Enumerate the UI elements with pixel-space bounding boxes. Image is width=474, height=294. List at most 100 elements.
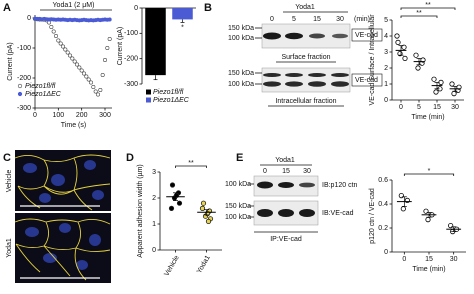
data-point [53,33,58,38]
treatment-label: Yoda1 [295,4,315,11]
y-tick-label: -300 [17,105,31,112]
data-point [89,80,94,85]
data-point [65,50,70,55]
data-point [395,39,401,46]
panel-label: B [204,2,212,14]
y-tick-label: 0 [27,15,31,22]
significance: ** [416,10,422,17]
significance-bracket [403,173,455,176]
data-point [103,57,108,62]
x-tick-label: 30 [451,104,459,111]
data-point [77,65,82,70]
data-point [415,65,421,71]
marker-label: 100 kDa [225,181,251,188]
y-tick-label: -300 [124,81,138,88]
marker-label: 100 kDa [228,35,254,42]
y-tick-label: 0.4 [378,201,388,208]
x-tick-label: 200 [76,112,88,119]
legend-label: Piezo1fl/fl [153,89,184,96]
blot-bands [257,181,315,189]
image-panel-c: Vehicle Yoda1 [6,150,111,283]
fraction-label: Surface fraction [281,54,330,61]
chart-title: Yoda1 (2 μM) [53,2,95,9]
x-tick-label: 100 [52,112,64,119]
protein-box [351,73,383,87]
data-point [169,182,176,188]
data-point [200,200,207,206]
marker-label: 150 kDa [225,203,251,210]
data-point [60,44,65,49]
bar [172,8,193,20]
marker-label: 150 kDa [228,25,254,32]
significance: * [428,168,431,175]
data-point [199,205,206,211]
data-point [96,92,101,97]
fraction-label: Intracellular fraction [275,98,336,105]
y-axis-label: Current (pA) [7,42,14,81]
significance-bracket [175,165,207,168]
x-tick-label: Yoda1 [196,254,212,275]
protein-label: IB:VE-cad [322,210,354,217]
y-tick-label: 1 [384,81,388,88]
y-axis-label: p120 ctn / VE-cad [369,188,376,244]
data-point [72,59,77,64]
data-point [51,29,56,34]
x-tick-label: 5 [417,104,421,111]
row-label: Vehicle [6,170,13,193]
data-point [394,33,400,39]
protein-label: IB:p120 ctn [322,182,358,189]
data-point [75,62,80,67]
data-point [98,88,103,93]
cell-borders [14,154,111,281]
data-point [105,45,110,50]
data-point [451,91,457,97]
y-tick-label: 4 [384,33,388,40]
y-tick-label: -100 [124,30,138,37]
y-tick-label: 3 [152,169,156,176]
y-tick-label: 0.6 [378,177,388,184]
protein-box [351,28,383,42]
y-tick-label: 1 [152,221,156,228]
legend-label: Piezo1ΔEC [25,91,62,98]
legend-marker [17,91,23,97]
blot-bands [263,32,348,40]
x-axis-label: Time (s) [61,122,86,129]
data-point [63,47,68,52]
row-label: Yoda1 [6,238,13,258]
y-tick-label: 2 [152,195,156,202]
significance: * [181,24,184,31]
bar [145,8,166,76]
blot-bands [257,209,315,217]
data-point [70,56,75,61]
data-point [107,17,112,22]
data-point [449,81,455,87]
data-point [93,89,98,94]
x-tick-label: 15 [425,256,433,263]
data-point [168,205,175,211]
data-point [401,44,407,50]
marker-label: 100 kDa [228,81,254,88]
data-point [400,206,406,212]
time-unit: (min) [354,16,370,23]
time-label: 30 [336,16,344,23]
data-point [58,41,63,46]
data-point [205,218,212,224]
y-tick-label: -200 [17,75,31,82]
time-label: 15 [313,16,321,23]
significance-bracket [400,7,456,10]
protein-label: VE-cad [355,32,378,39]
data-point [79,68,84,73]
blot-panel-e: Yoda1 0 15 30 100 kDa IB:p120 ctn 150 kD… [225,157,358,243]
data-point [49,24,54,29]
marker-label: 150 kDa [228,70,254,77]
data-point [433,89,439,95]
x-tick-label: 30 [450,256,458,263]
time-label: 5 [292,16,296,23]
data-point [425,217,431,223]
x-tick-label: 0 [402,256,406,263]
time-label: 0 [263,168,267,175]
y-axis-label: Current (pA) [117,27,124,66]
legend-marker [146,89,151,95]
y-tick-label: 0 [152,247,156,254]
